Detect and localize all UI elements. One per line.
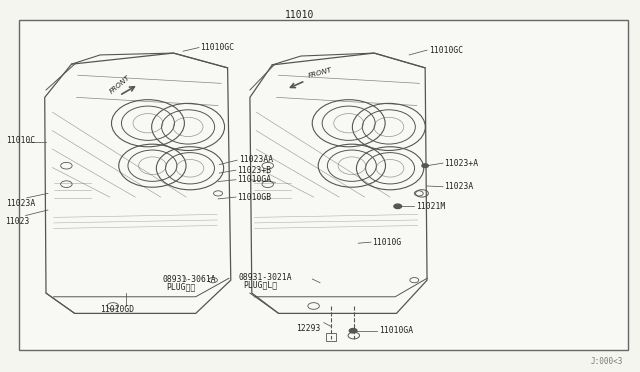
Bar	[19, 20, 628, 350]
Text: 12293: 12293	[296, 324, 320, 333]
Circle shape	[349, 328, 357, 333]
Text: 11010GC: 11010GC	[429, 46, 463, 55]
Bar	[326, 333, 336, 341]
Text: 11023AA: 11023AA	[239, 155, 273, 164]
Text: 08931-3061A: 08931-3061A	[163, 275, 216, 283]
Text: 08931-3021A: 08931-3021A	[239, 273, 292, 282]
Text: 11010G: 11010G	[372, 238, 401, 247]
Text: PLUG（）: PLUG（）	[166, 282, 195, 291]
Circle shape	[394, 204, 401, 209]
Text: 11023A: 11023A	[6, 199, 36, 208]
Text: J:000<3: J:000<3	[590, 357, 623, 366]
Text: 11010: 11010	[285, 10, 314, 20]
Text: 11010GA: 11010GA	[379, 326, 413, 335]
Circle shape	[422, 164, 428, 167]
Text: FRONT: FRONT	[307, 67, 333, 79]
Text: 11023+B: 11023+B	[237, 166, 271, 174]
Text: PLUG（L）: PLUG（L）	[244, 280, 278, 289]
Text: 11023+A: 11023+A	[444, 158, 478, 168]
Text: 11010C: 11010C	[6, 137, 36, 145]
Text: 11010GB: 11010GB	[237, 193, 271, 202]
Text: 11023A: 11023A	[444, 182, 474, 191]
Text: 11010GA: 11010GA	[237, 175, 271, 184]
Text: 11023: 11023	[4, 217, 29, 225]
Text: 11010GC: 11010GC	[200, 43, 234, 52]
Text: 11010GD: 11010GD	[100, 305, 134, 314]
Text: FRONT: FRONT	[108, 74, 131, 94]
Text: 11021M: 11021M	[415, 202, 445, 211]
